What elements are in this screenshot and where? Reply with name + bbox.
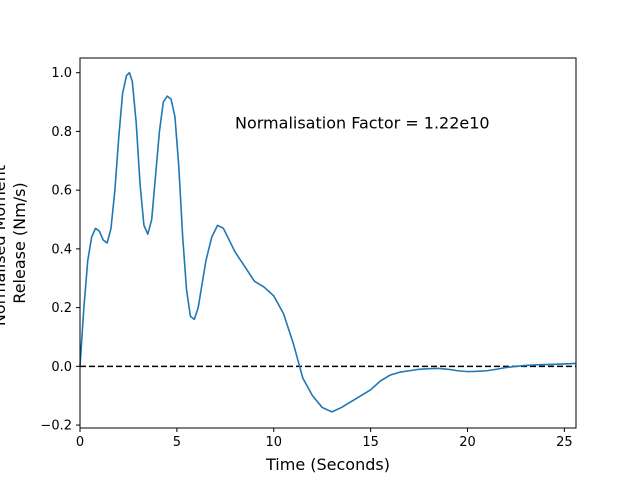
plot-frame [79,57,577,429]
normalisation-factor-annotation: Normalisation Factor = 1.22e10 [235,113,490,132]
y-tick-label: 0.0 [51,360,72,375]
y-tick-label: −0.2 [40,419,72,434]
x-tick-label: 5 [173,435,181,450]
y-axis-label-line-1: Normalised Moment [0,165,9,326]
x-tick-label: 10 [265,435,282,450]
x-tick-label: 20 [459,435,476,450]
y-axis-label: Normalised Moment Release (Nm/s) [0,160,29,326]
series-line-0 [79,71,577,413]
x-tick-label: 0 [76,435,84,450]
x-tick-label: 25 [556,435,573,450]
y-axis-label-line-2: Release (Nm/s) [10,182,29,303]
y-tick-label: 0.6 [51,184,72,199]
y-tick-label: 1.0 [51,66,72,81]
y-tick-label: 0.2 [51,301,72,316]
x-axis-label: Time (Seconds) [265,455,390,474]
y-tick-label: 0.8 [51,125,72,140]
x-tick-label: 15 [362,435,379,450]
y-tick-label: 0.4 [51,242,72,257]
